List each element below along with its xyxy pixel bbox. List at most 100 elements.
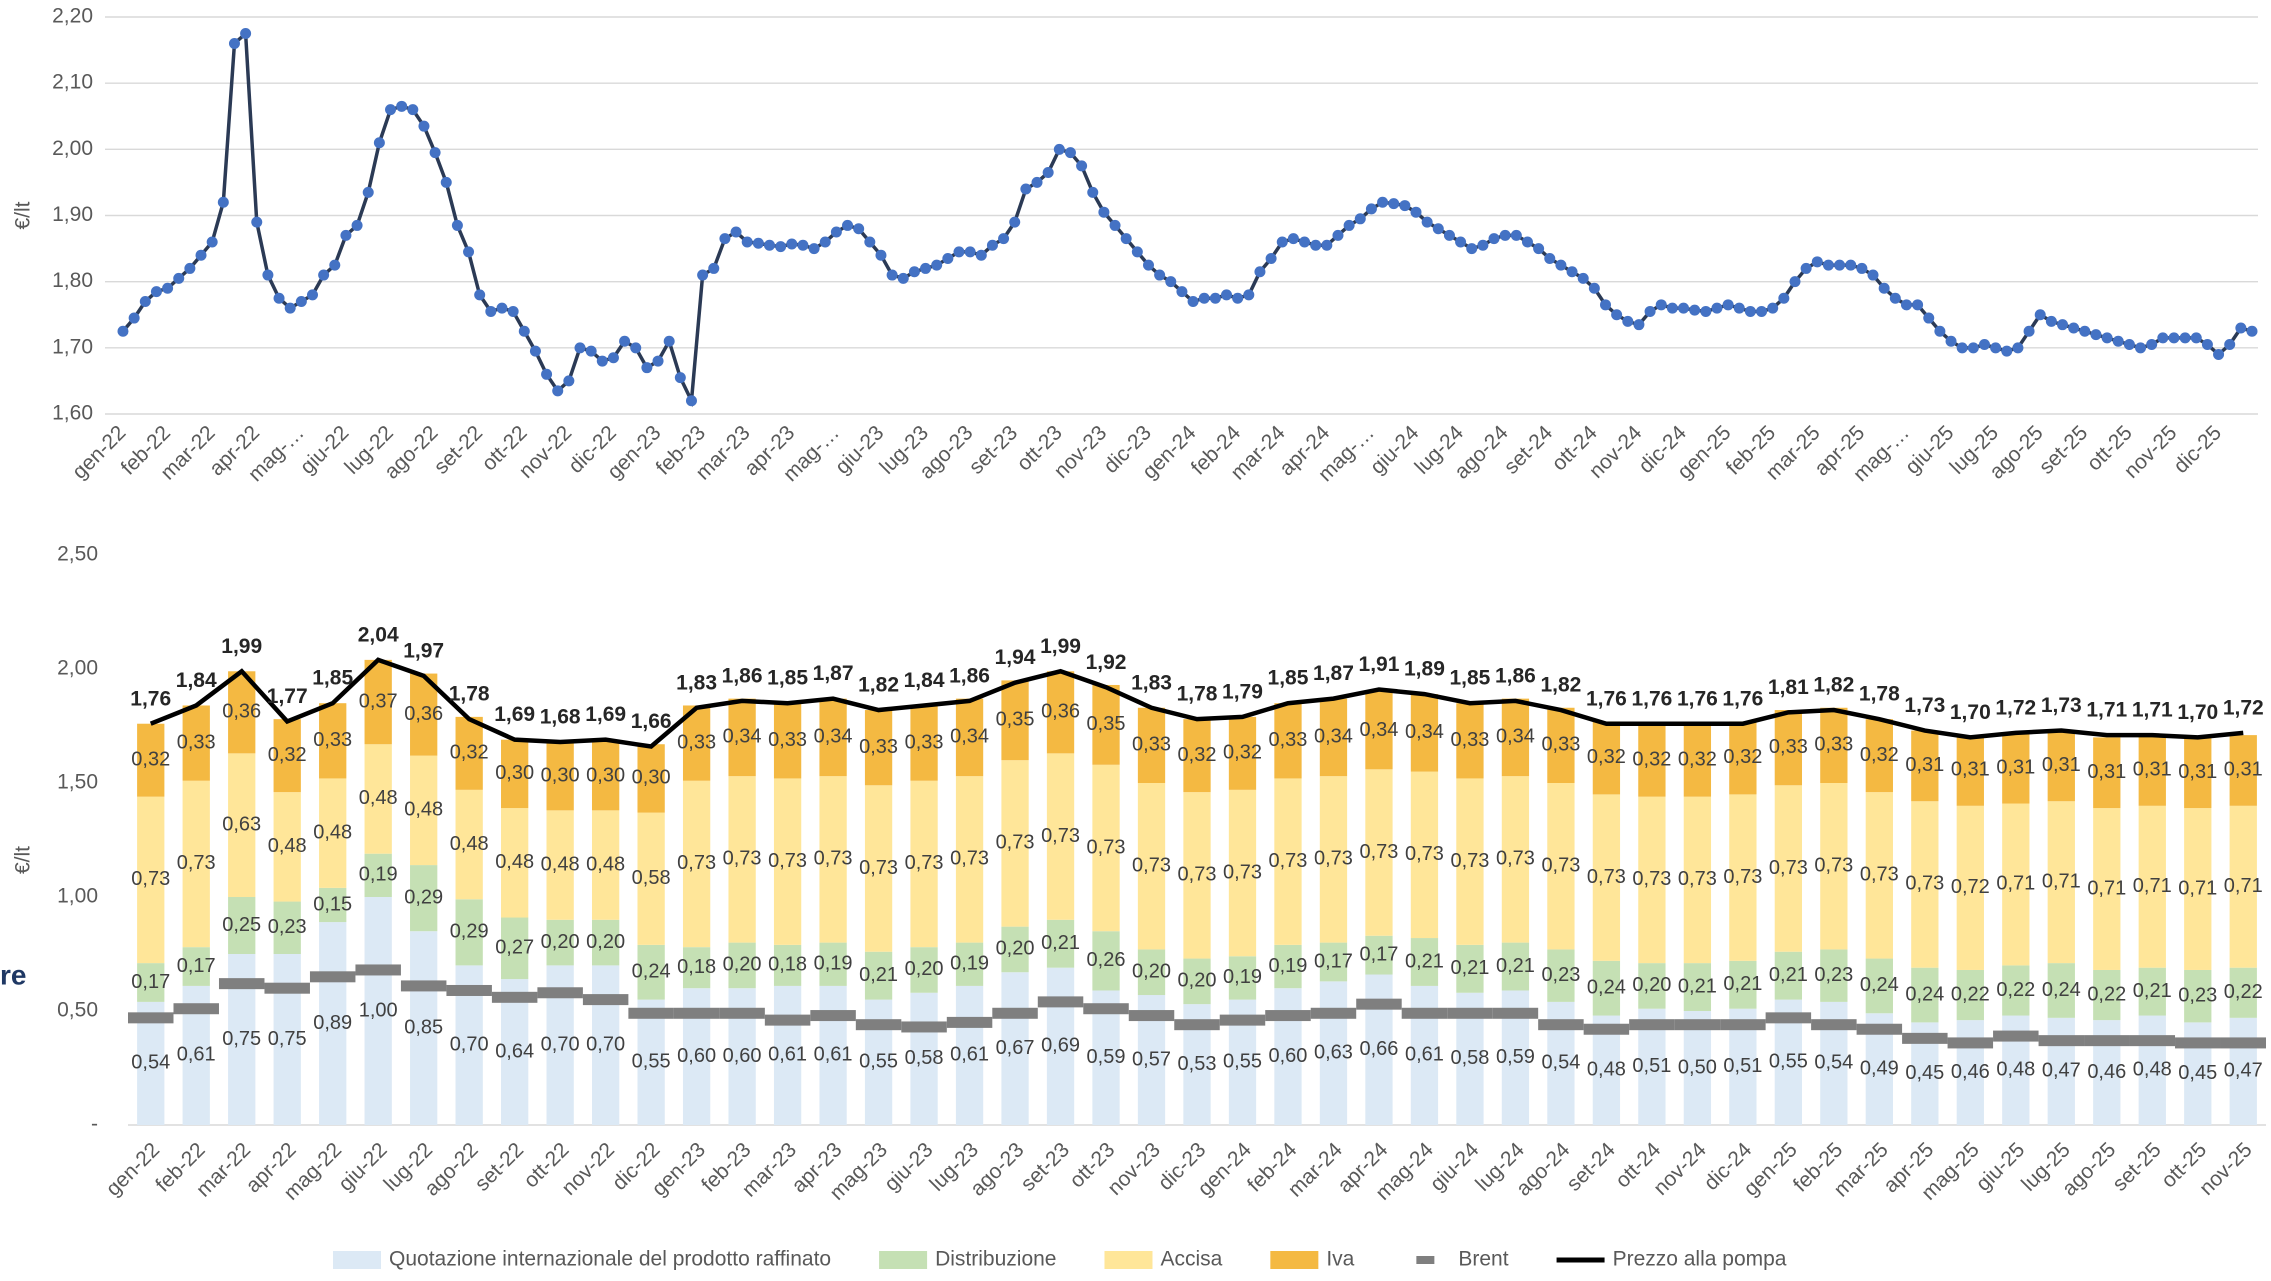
value-label: 0,19 (1223, 966, 1262, 988)
y-tick-label: 1,80 (52, 269, 93, 292)
brent-marker (992, 1007, 1038, 1019)
bar-segment (455, 899, 483, 966)
value-label: 0,73 (1087, 836, 1126, 858)
price-point (1388, 198, 1400, 210)
bar-segment (910, 705, 938, 781)
price-point (2201, 339, 2213, 351)
bar-segment (819, 985, 847, 1125)
value-label: 0,31 (1996, 756, 2035, 778)
value-label: 0,26 (1087, 949, 1126, 971)
bar-segment (1046, 967, 1075, 1125)
bar-segment (2093, 737, 2121, 809)
bar-segment (2184, 808, 2212, 970)
price-point (463, 246, 475, 258)
y-tick-label: 2,10 (52, 71, 93, 94)
pump-price-label: 1,71 (2086, 699, 2127, 722)
price-point (1856, 262, 1868, 274)
price-point (407, 104, 419, 116)
value-label: 0,48 (541, 853, 580, 875)
brent-marker (1174, 1019, 1220, 1031)
bar-segment (410, 931, 438, 1125)
price-point (1655, 299, 1667, 311)
bar-segment (864, 785, 893, 952)
bar-segment (364, 659, 392, 745)
bar-segment (2229, 967, 2257, 1018)
price-point (1990, 342, 2002, 354)
price-point (1889, 292, 1901, 304)
value-label: 0,21 (1678, 975, 1717, 997)
bar-segment (410, 755, 438, 866)
brent-marker (673, 1007, 720, 1019)
value-label: 0,24 (2042, 979, 2081, 1001)
bar-segment (1319, 776, 1348, 943)
price-point (2213, 348, 2225, 360)
value-label: 0,19 (359, 864, 398, 886)
bar-segment (1410, 694, 1439, 772)
bar-segment (455, 789, 483, 900)
value-label: 0,21 (1450, 957, 1489, 979)
bar-segment (182, 947, 210, 986)
value-label: 0,73 (768, 850, 807, 872)
value-label: 0,53 (1178, 1053, 1217, 1075)
bar-segment (1183, 958, 1211, 1005)
value-label: 0,32 (1632, 748, 1671, 770)
bar-segment (137, 723, 165, 797)
bar-segment (182, 780, 210, 948)
price-point (842, 219, 854, 231)
price-point (1154, 269, 1166, 281)
price-point (2090, 329, 2102, 341)
value-label: 0,71 (2087, 877, 2126, 899)
price-point (1354, 213, 1366, 225)
price-point (1599, 299, 1611, 311)
price-point (2112, 335, 2124, 347)
value-label: 0,70 (541, 1033, 580, 1055)
price-point (1254, 266, 1266, 278)
price-point (541, 368, 553, 380)
price-point (306, 289, 318, 301)
bar-segment (591, 965, 620, 1125)
y-tick-label: 2,50 (57, 543, 98, 566)
price-point (206, 236, 218, 248)
price-point (1187, 296, 1199, 308)
value-label: 0,51 (1723, 1055, 1762, 1077)
bar-segment (910, 992, 938, 1125)
value-label: 0,33 (313, 729, 352, 751)
bar-segment (2138, 967, 2166, 1016)
price-point (685, 395, 697, 407)
value-label: 0,72 (1951, 876, 1990, 898)
brent-marker (1265, 1010, 1311, 1022)
pump-price-label: 1,70 (1950, 701, 1991, 724)
value-label: 0,69 (1041, 1035, 1080, 1057)
value-label: 0,36 (1041, 701, 1080, 723)
price-point (897, 272, 909, 284)
pump-price-label: 1,69 (585, 703, 626, 726)
bar-segment (1683, 963, 1712, 1011)
value-label: 0,46 (1951, 1061, 1990, 1083)
bar-segment (773, 944, 802, 986)
price-point (2190, 332, 2202, 344)
brent-marker (1310, 1007, 1357, 1019)
bar-segment (637, 944, 665, 1000)
legend-label: Quotazione internazionale del prodotto r… (389, 1248, 831, 1271)
price-point (1878, 282, 1890, 294)
brent-marker (2220, 1037, 2266, 1049)
price-point (975, 249, 987, 261)
bar-segment (228, 753, 256, 897)
price-point (150, 286, 162, 298)
value-label: 0,34 (723, 726, 762, 748)
price-point (351, 219, 363, 231)
value-label: 0,19 (1269, 955, 1308, 977)
value-label: 0,30 (586, 764, 625, 786)
price-point (630, 342, 642, 354)
price-point (1811, 256, 1823, 268)
value-label: 0,60 (677, 1045, 716, 1067)
price-point (2045, 315, 2057, 327)
price-point (1120, 233, 1132, 245)
y-tick-label: 2,00 (57, 657, 98, 680)
value-label: 0,33 (905, 731, 944, 753)
value-label: 0,20 (1178, 970, 1217, 992)
bar-segment (501, 808, 529, 918)
price-point (184, 262, 196, 274)
brent-marker (582, 994, 629, 1006)
